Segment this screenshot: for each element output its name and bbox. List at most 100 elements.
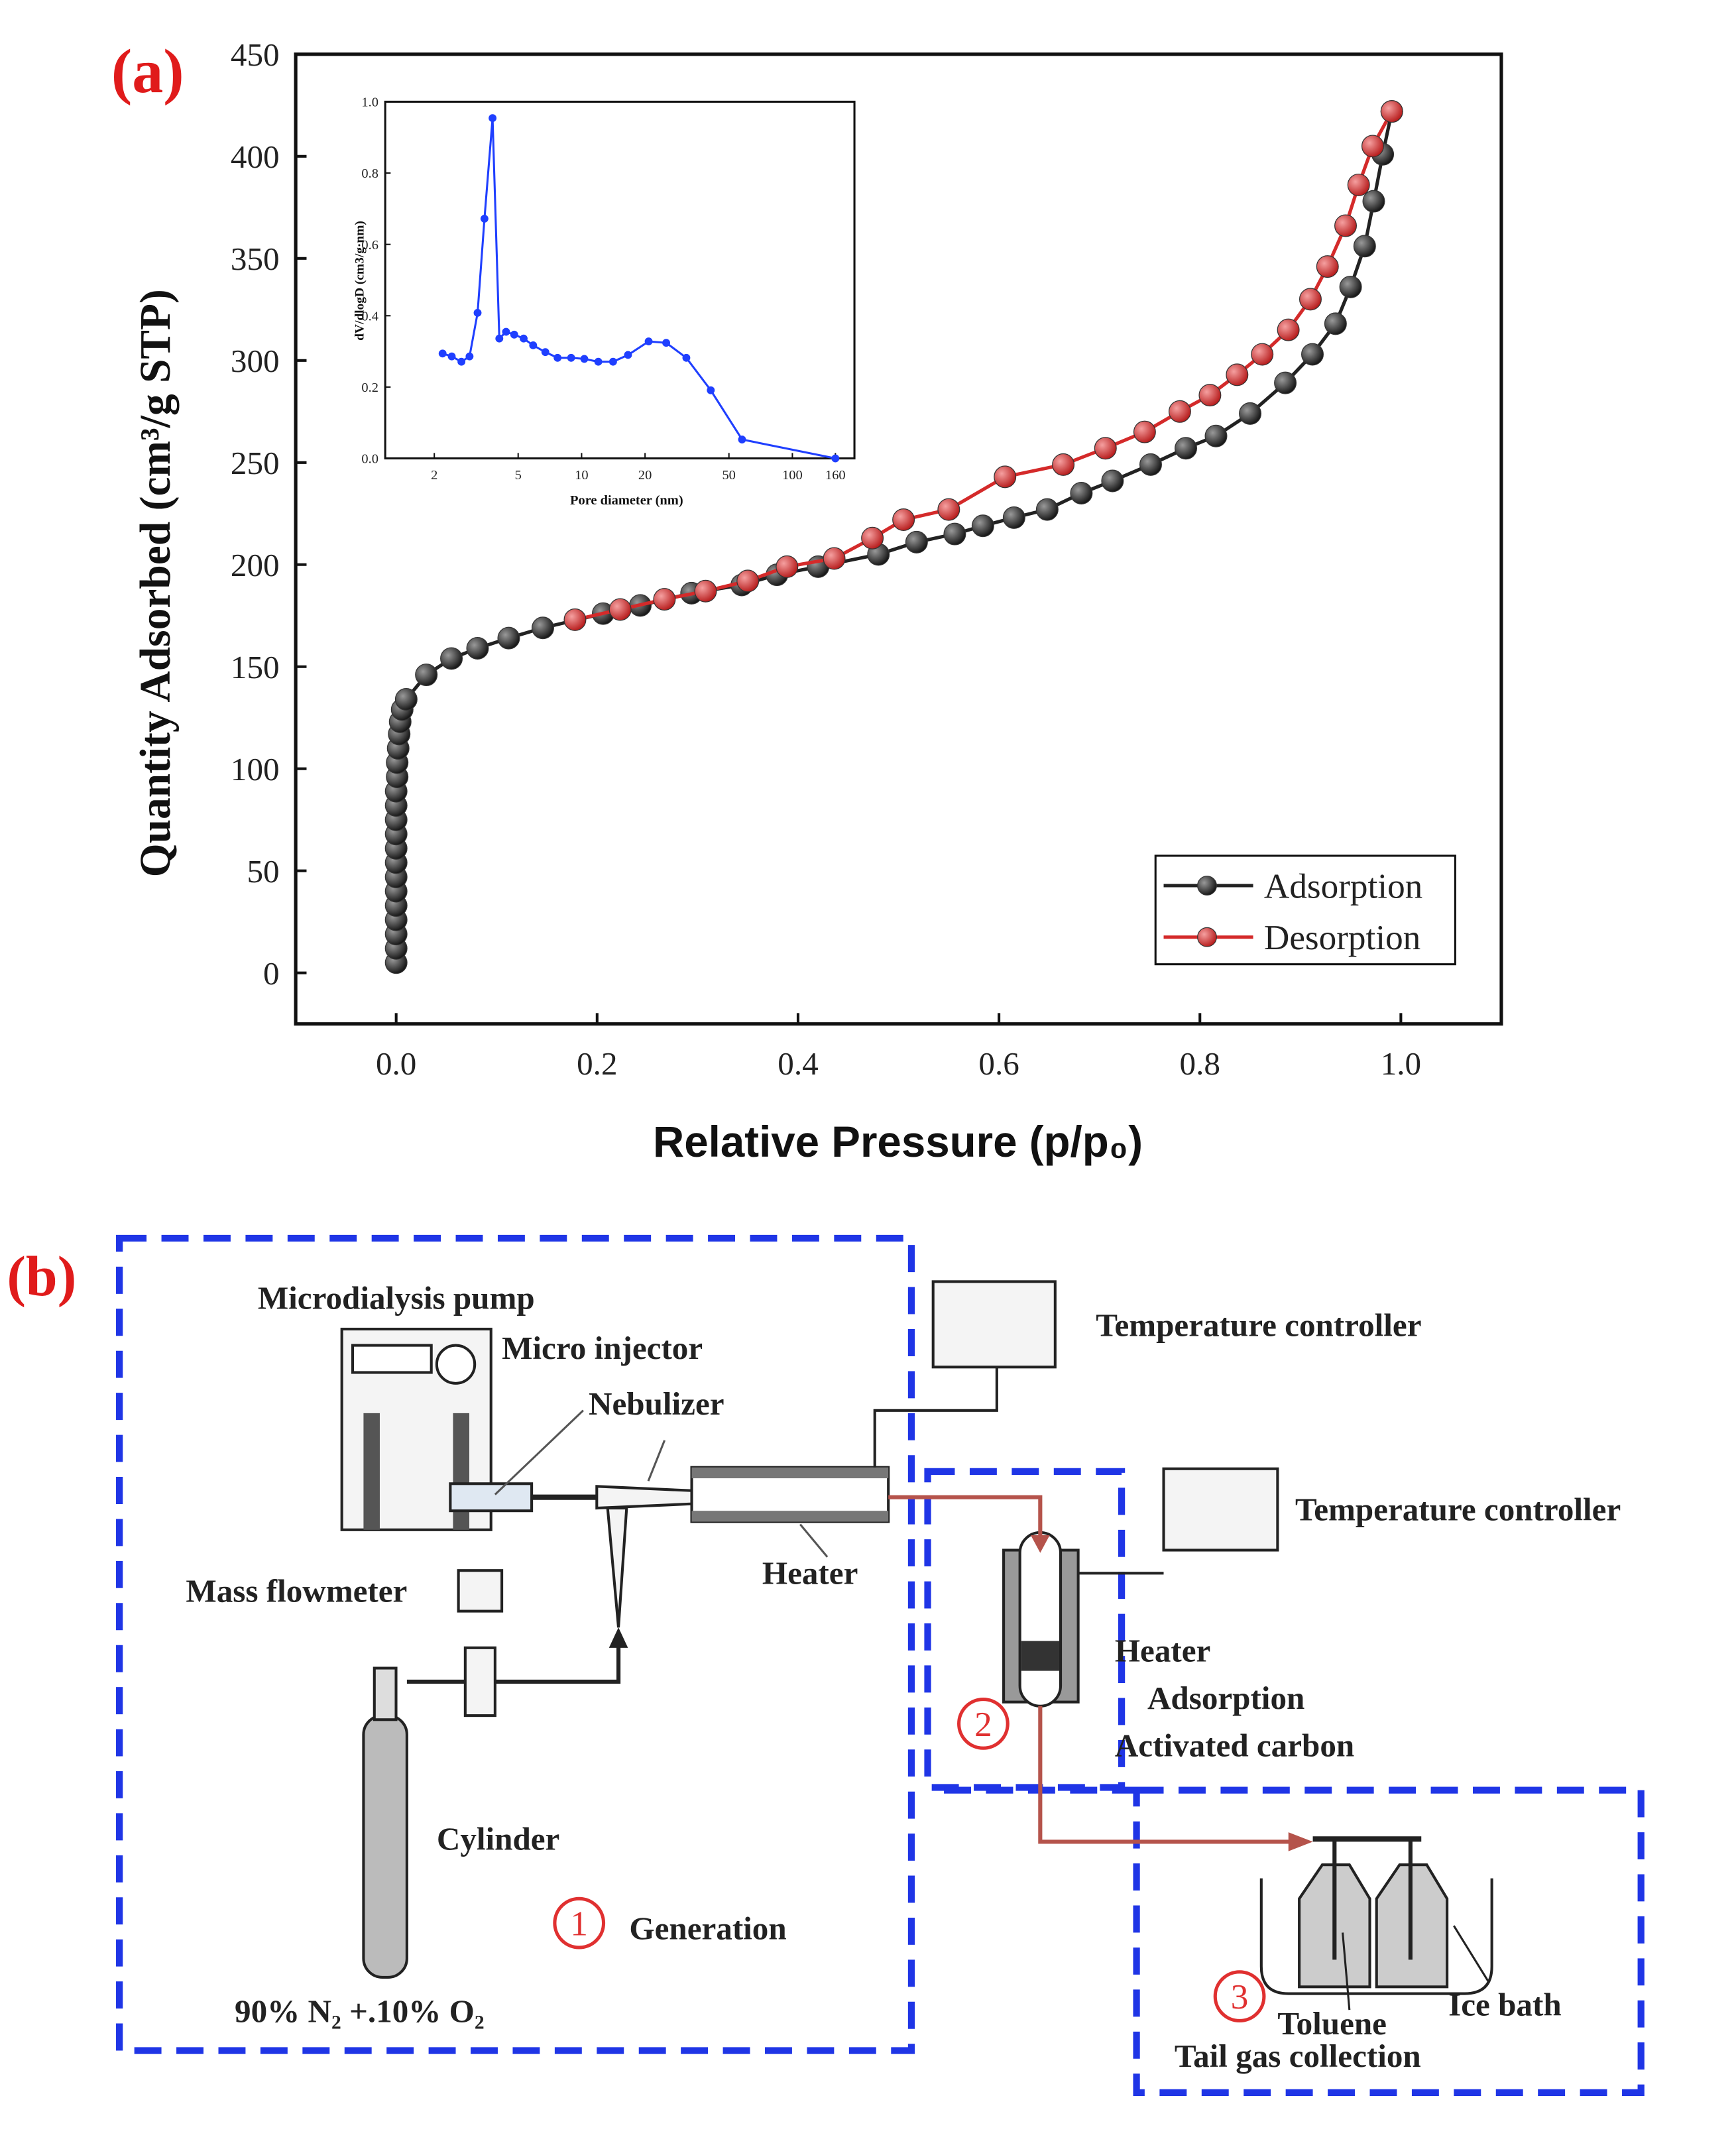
marker: [1324, 312, 1347, 335]
y-tick-label: 100: [231, 751, 280, 787]
flowmeter: [457, 1569, 504, 1613]
pump-rail: [453, 1413, 469, 1530]
marker: [1133, 420, 1156, 443]
step-number: 1: [570, 1904, 588, 1944]
leader: [494, 1409, 584, 1495]
marker: [1362, 190, 1385, 213]
marker: [495, 334, 504, 343]
x-tick-label: 0.0: [376, 1045, 416, 1082]
pipe: [494, 1641, 621, 1684]
marker: [489, 114, 497, 123]
marker: [1035, 498, 1059, 521]
marker: [1168, 400, 1191, 423]
marker: [1226, 363, 1249, 386]
x-tick-label: 0.6: [978, 1045, 1019, 1082]
legend-label: Desorption: [1264, 918, 1420, 957]
marker: [905, 530, 928, 553]
marker: [1139, 453, 1162, 476]
leader: [799, 1523, 829, 1558]
marker: [1347, 173, 1370, 196]
label: Microdialysis pump: [258, 1279, 535, 1316]
marker: [531, 616, 554, 640]
diagram: Microdialysis pump Micro injector Nebuli…: [116, 1234, 1645, 2097]
y-tick-label: 1.0: [361, 95, 378, 110]
label: Temperature controller: [1295, 1491, 1621, 1527]
x-tick-label: 20: [638, 468, 652, 483]
y-tick-label: 0.8: [361, 166, 378, 181]
y-tick-label: 150: [231, 649, 280, 685]
marker: [438, 349, 447, 358]
label: Nebulizer: [589, 1385, 724, 1422]
marker: [594, 357, 603, 366]
marker: [1052, 453, 1075, 476]
flow-arrow: [1038, 1706, 1302, 1844]
x-tick-label: 2: [431, 468, 437, 483]
x-tick-label: 0.4: [778, 1045, 818, 1082]
marker: [480, 215, 489, 223]
marker: [1239, 402, 1262, 425]
x-axis-label: Pore diameter (nm): [570, 493, 683, 508]
y-tick-label: 0.4: [361, 309, 378, 323]
marker: [510, 330, 518, 339]
panel-label: (b): [7, 1244, 76, 1308]
marker: [892, 508, 915, 531]
marker: [473, 309, 482, 317]
marker: [608, 598, 632, 621]
pump-rail: [363, 1413, 380, 1530]
marker: [541, 348, 550, 357]
marker: [563, 608, 587, 631]
arrow-head: [608, 1627, 628, 1648]
marker: [971, 514, 994, 538]
flow-arrow: [888, 1495, 1043, 1546]
y-tick-label: 250: [231, 445, 280, 481]
label: Heater: [762, 1555, 858, 1592]
collection-box: [1133, 1786, 1645, 2097]
panel-label: (a): [111, 37, 184, 106]
marker: [1353, 235, 1376, 258]
leader: [647, 1440, 666, 1482]
marker: [447, 352, 456, 361]
marker: [1301, 343, 1324, 366]
y-tick-label: 450: [231, 36, 280, 73]
marker: [644, 337, 653, 345]
syringe: [449, 1482, 534, 1513]
pump-knob: [435, 1344, 477, 1385]
marker: [1094, 437, 1117, 460]
heater-wall: [691, 1467, 889, 1479]
label: Adsorption: [1147, 1680, 1304, 1716]
marker: [465, 352, 474, 361]
marker: [440, 647, 463, 670]
marker: [1251, 343, 1274, 366]
y-axis-label: Quantity Adsorbed (cm³/g STP): [132, 289, 180, 877]
marker: [529, 341, 538, 349]
marker: [1070, 481, 1093, 504]
y-tick-label: 50: [247, 853, 279, 890]
marker: [738, 436, 746, 443]
label: Activated carbon: [1115, 1727, 1354, 1763]
marker: [415, 664, 438, 687]
marker: [994, 465, 1017, 489]
marker: [1334, 214, 1358, 237]
marker: [1101, 469, 1124, 493]
marker: [1002, 506, 1025, 529]
arrow-head: [1288, 1832, 1313, 1851]
marker: [466, 637, 489, 660]
legend-marker: [1197, 927, 1217, 947]
label: Cylinder: [437, 1821, 559, 1857]
marker: [624, 351, 632, 359]
x-axis-label: Relative Pressure (p/p₀): [653, 1118, 1143, 1166]
marker: [736, 569, 760, 593]
step-number: 3: [1231, 1977, 1249, 2016]
temperature-controller: [931, 1280, 1057, 1369]
pump-screen: [351, 1344, 433, 1374]
marker: [394, 688, 418, 711]
ice-bath: [1259, 1878, 1493, 1995]
marker: [1339, 275, 1362, 298]
cylinder: [362, 1714, 408, 1979]
marker: [682, 353, 691, 362]
column: [1018, 1531, 1063, 1708]
label: Generation: [629, 1910, 786, 1947]
marker: [831, 454, 840, 463]
marker: [861, 526, 884, 550]
step-circle: [553, 1896, 606, 1950]
